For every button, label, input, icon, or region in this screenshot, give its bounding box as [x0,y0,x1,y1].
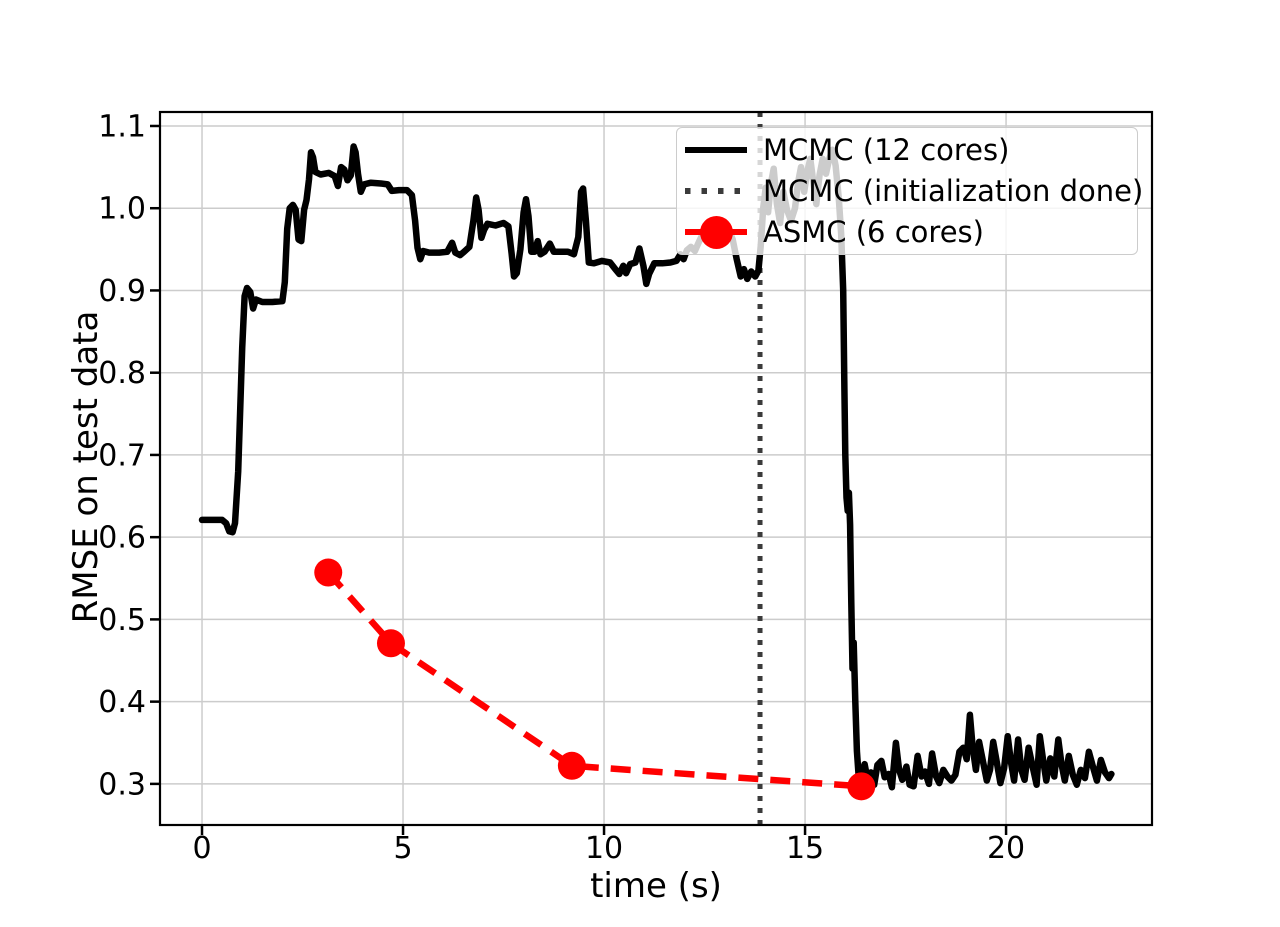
y-tick-label-0: 0.3 [98,767,146,802]
x-tick-label-0: 0 [192,831,211,866]
y-tick-label-2: 0.5 [98,603,146,638]
legend: MCMC (12 cores) MCMC (initialization don… [676,127,1143,255]
legend-item-init-done: MCMC (initialization done) [685,171,1143,212]
asmc-marker-1 [376,629,405,658]
dotted-line-icon [685,176,747,206]
x-axis-label: time (s) [590,866,722,906]
x-tick-label-4: 20 [987,831,1025,866]
tick-layer: 0 5 10 15 20 0.3 0.4 0.5 0.6 0.7 0.8 0.9 1.0 1.1 [98,109,1025,866]
y-axis-label: RMSE on test data [66,311,106,624]
asmc-series-layer [314,558,876,801]
asmc-line [325,570,862,790]
y-tick-label-5: 0.8 [98,356,146,391]
legend-item-label: ASMC (6 cores) [763,214,984,249]
y-tick-label-7: 1.0 [98,192,146,227]
legend-item-label: MCMC (12 cores) [763,132,1010,167]
legend-item-asmc: ASMC (6 cores) [685,212,1137,253]
circle-marker-icon [685,215,747,249]
legend-item-label: MCMC (initialization done) [763,173,1144,208]
x-tick-label-1: 5 [393,831,412,866]
y-tick-label-3: 0.6 [98,521,146,556]
legend-item-mcmc: MCMC (12 cores) [685,130,1137,171]
y-tick-label-8: 1.1 [98,109,146,144]
x-tick-label-2: 10 [585,831,623,866]
asmc-marker-0 [314,558,343,587]
asmc-marker-2 [557,751,586,780]
y-tick-label-4: 0.7 [98,438,146,473]
solid-line-icon [685,135,747,165]
y-tick-label-6: 0.9 [98,274,146,309]
axes-spines [158,110,1154,827]
asmc-marker-3 [847,772,876,801]
axes-frame [158,110,1154,827]
x-tick-label-3: 15 [786,831,824,866]
y-tick-label-1: 0.4 [98,685,146,720]
